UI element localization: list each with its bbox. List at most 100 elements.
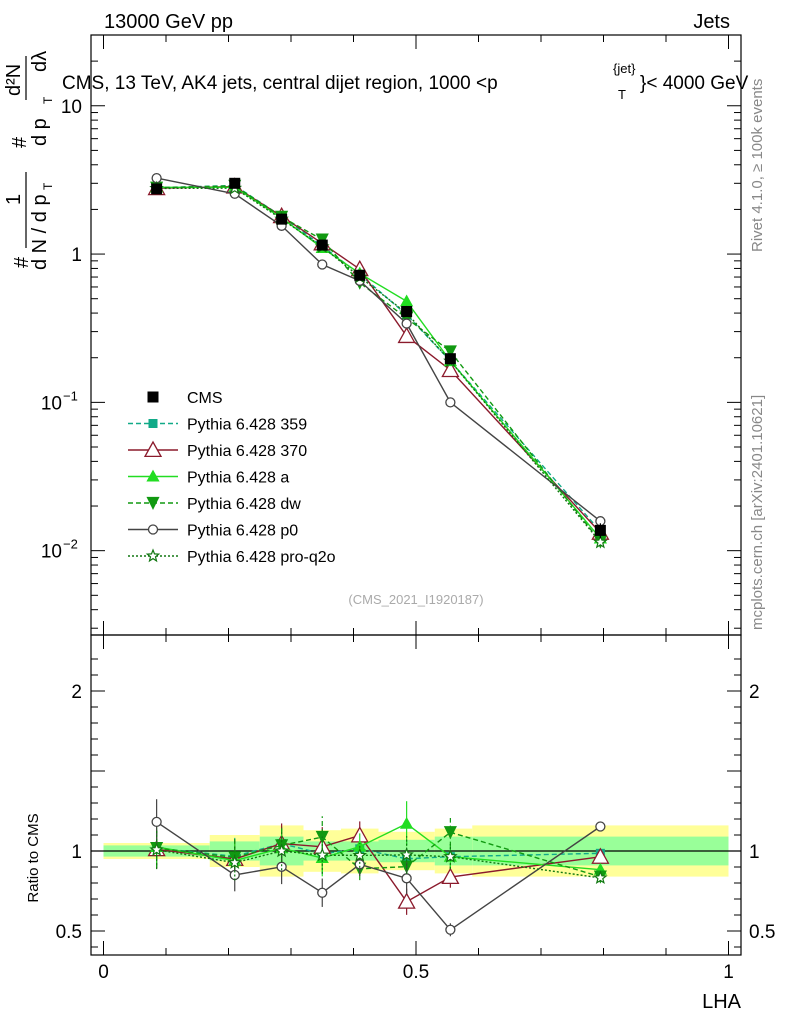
x-axis-label: LHA [702,991,742,1013]
ylabel-one: 1 [3,194,25,205]
collision-energy-label: 13000 GeV pp [104,11,233,33]
plot-title-suffix: }< 4000 GeV [640,73,749,94]
jets-label: Jets [693,11,730,33]
ratio-point-1-6 [441,867,460,885]
ratio-point-5-6 [443,849,458,863]
legend-entry-3: Pythia 6.428 a [128,470,289,487]
cms-point-1 [229,177,241,189]
ratio-series-layer [147,799,610,937]
cms-point-7 [594,524,606,536]
cms-point-0 [151,183,163,195]
main-point-5-7 [593,534,608,549]
main-ytick-label-0: 10 [61,97,82,118]
ratio-series-5 [149,830,608,885]
ratio-ytick-label-right-2: 0.5 [749,922,775,943]
main-series-line-4 [156,177,601,522]
ratio-ytick-label-right-0: 2 [749,682,760,703]
main-series-3 [150,179,607,549]
legend-marker-3 [146,469,160,482]
legend-label-5: Pythia 6.428 p0 [187,523,298,540]
main-point-1-6 [441,360,460,378]
ratio-axis-ticks: 2 2 1 1 0.5 0.5 0 0.5 1 [56,635,775,983]
legend-entry-6: Pythia 6.428 pro-q2o [128,548,336,566]
main-ytick-exponent-2: −1 [63,388,78,403]
ratio-point-4-3 [317,887,328,898]
ylabel-t-sub-2: T [41,96,55,104]
xtick-label-1: 0.5 [403,962,429,983]
main-point-1-5 [397,326,416,344]
ylabel-hash-2: # [9,136,31,148]
main-ytick-label-2: 10 [41,393,62,414]
main-ytick-label-1: 1 [71,245,82,266]
rivet-version-label: Rivet 4.1.0, ≥ 100k events [749,79,766,252]
xtick-label-2: 1 [723,962,734,983]
ratio-point-5-2 [274,843,289,858]
main-y-axis-label: # 1 d N / d p T # d p T d²N dλ [3,51,55,270]
legend-entry-4: Pythia 6.428 dw [128,496,301,513]
ylabel-d2n: d²N [3,64,25,96]
plot-title-prefix: CMS, 13 TeV, AK4 jets, central dijet reg… [62,73,498,94]
main-series-4 [151,172,606,527]
ratio-ytick-label-left-2: 0.5 [56,922,82,943]
legend-label-0: CMS [187,390,223,407]
ratio-series-line-3 [156,831,601,878]
ratio-plot-frame [90,634,742,956]
ratio-point-5-1 [227,855,243,869]
legend-marker-6 [145,548,161,563]
ratio-ytick-label-right-1: 1 [749,842,760,863]
ratio-point-4-7 [595,821,606,832]
legend-marker-4 [146,496,160,510]
legend-label-4: Pythia 6.428 dw [187,496,301,513]
main-series-5 [149,180,608,549]
ratio-point-5-0 [149,842,164,857]
main-series-2 [150,180,607,544]
main-series-layer [147,172,610,549]
legend-entry-5: Pythia 6.428 p0 [128,523,298,540]
main-point-2-5 [400,294,414,307]
legend: CMS Pythia 6.428 359 Pythia 6.428 370 Pythi… [128,390,336,566]
ratio-point-4-6 [445,924,456,935]
plot-title-subscript: T [618,87,626,102]
ratio-point-4-5 [401,873,412,884]
legend-entry-1: Pythia 6.428 359 [128,417,307,434]
main-ytick-label-3: 10 [41,542,62,563]
ratio-point-5-7 [593,870,608,885]
legend-marker-1 [148,419,158,428]
cms-point-4 [354,269,366,281]
cms-data-series [151,177,606,539]
main-series-line-3 [156,185,601,543]
plot-title-superscript: {jet} [613,61,636,76]
ratio-ytick-label-left-1: 1 [71,842,82,863]
cms-point-6 [444,353,456,365]
ratio-point-5-5 [399,847,414,862]
ratio-point-5-4 [352,847,368,862]
legend-marker-0 [147,391,159,403]
legend-marker-2 [143,440,163,458]
main-point-4-6 [445,397,456,408]
main-point-4-3 [317,259,328,270]
plot-title: CMS, 13 TeV, AK4 jets, central dijet reg… [62,73,498,94]
xtick-label-0: 0 [98,962,109,983]
ratio-series-line-4 [156,821,601,931]
ylabel-dn-dpt: d N / d p [29,194,51,270]
ratio-point-5-3 [314,847,330,862]
legend-marker-5 [147,524,159,535]
ratio-point-2-5 [400,816,414,829]
cms-point-2 [276,213,288,225]
analysis-id-label: (CMS_2021_I1920187) [348,592,483,607]
legend-label-1: Pythia 6.428 359 [187,417,307,434]
ylabel-t-sub-1: T [41,182,55,190]
cms-point-3 [316,239,328,251]
ratio-point-3-6 [443,826,457,840]
legend-entry-0: CMS [147,390,223,407]
ratio-point-4-2 [276,861,287,872]
ylabel-dlambda: dλ [29,51,51,72]
main-point-3-6 [443,345,457,359]
main-point-4-5 [401,318,412,329]
ratio-point-4-0 [151,816,162,828]
main-series-line-5 [156,187,601,543]
ylabel-dpt: d p [29,118,51,146]
legend-label-2: Pythia 6.428 370 [187,443,307,460]
